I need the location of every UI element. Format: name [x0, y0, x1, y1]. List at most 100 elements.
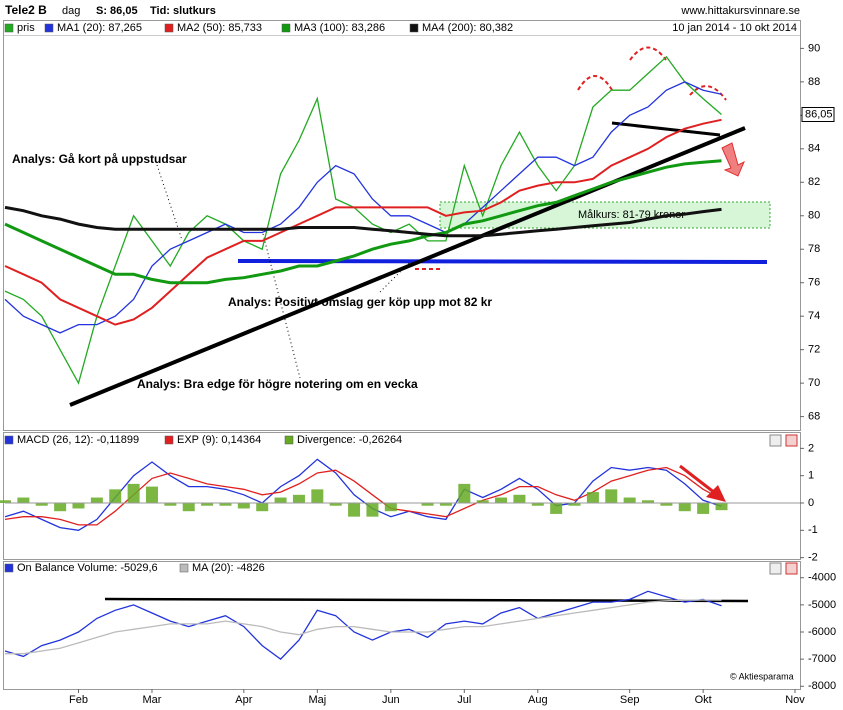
x-tick-label: Apr — [235, 694, 252, 706]
series-line — [4, 55, 722, 385]
divergence-bar — [642, 500, 655, 503]
y-tick-label: 84 — [808, 143, 820, 155]
price-label: 86,05 — [805, 108, 833, 120]
divergence-bar — [72, 503, 85, 509]
divergence-bar — [182, 503, 195, 512]
divergence-bar — [311, 489, 324, 503]
panel-frame — [3, 561, 801, 690]
legend-swatch — [284, 435, 294, 445]
y-tick-label: 80 — [808, 210, 820, 222]
legend-swatch — [164, 435, 174, 445]
annotation: Analys: Bra edge för högre notering om e… — [137, 377, 418, 391]
y-tick-label: 0 — [808, 497, 814, 509]
x-tick-label: Sep — [620, 694, 640, 706]
legend-label: EXP (9): 0,14364 — [177, 434, 261, 446]
y-tick-label: -1 — [808, 524, 818, 536]
legend-swatch — [4, 23, 14, 33]
divergence-bar — [164, 503, 177, 506]
legend-label: MA2 (50): 85,733 — [177, 22, 262, 34]
legend-swatch — [409, 23, 419, 33]
obv-line — [104, 597, 749, 603]
close-icon[interactable] — [785, 562, 798, 575]
x-tick-label: Feb — [69, 694, 88, 706]
divergence-bar — [329, 503, 342, 506]
legend-swatch — [281, 23, 291, 33]
close-icon[interactable] — [785, 434, 798, 447]
divergence-bar — [697, 503, 710, 514]
x-tick-label: Maj — [308, 694, 326, 706]
y-tick-label: 2 — [808, 442, 814, 454]
legend-label: MA1 (20): 87,265 — [57, 22, 142, 34]
legend-swatch — [4, 563, 14, 573]
annotation: Analys: Gå kort på uppstudsar — [12, 152, 187, 166]
series-line — [4, 81, 722, 334]
y-tick-label: -7000 — [808, 653, 836, 665]
y-tick-label: 82 — [808, 176, 820, 188]
legend-label: On Balance Volume: -5029,6 — [17, 562, 158, 574]
y-tick-label: 68 — [808, 411, 820, 423]
y-tick-label: 74 — [808, 310, 820, 322]
divergence-bar — [17, 497, 30, 503]
leader-line — [261, 229, 301, 379]
support-line — [237, 259, 768, 264]
y-tick-label: -4000 — [808, 572, 836, 584]
legend-label: MA4 (200): 80,382 — [422, 22, 513, 34]
y-tick-label: 1 — [808, 470, 814, 482]
legend-label: pris — [17, 22, 35, 34]
divergence-bar — [237, 503, 250, 509]
panel-frame — [3, 432, 801, 560]
date-range: 10 jan 2014 - 10 okt 2014 — [672, 22, 797, 34]
legend-swatch — [179, 563, 189, 573]
divergence-bar — [145, 486, 158, 503]
legend-label: MA3 (100): 83,286 — [294, 22, 385, 34]
neckline — [611, 121, 721, 137]
ticker: Tele2 B — [5, 3, 47, 17]
divergence-bar — [660, 503, 673, 506]
divergence-bar — [127, 483, 140, 503]
arrow-head — [706, 485, 726, 502]
y-tick-label: -6000 — [808, 626, 836, 638]
y-tick-label: -5000 — [808, 599, 836, 611]
divergence-bar — [348, 503, 361, 517]
x-tick-label: Jun — [382, 694, 400, 706]
divergence-bar — [54, 503, 67, 512]
divergence-bar — [623, 497, 636, 503]
divergence-bar — [421, 503, 434, 506]
arrow — [679, 464, 716, 495]
y-tick-label: 76 — [808, 277, 820, 289]
divergence-bar — [513, 494, 526, 503]
divergence-bar — [292, 494, 305, 503]
divergence-bar — [458, 483, 471, 503]
legend-swatch — [164, 23, 174, 33]
series-line — [4, 458, 722, 531]
divergence-bar — [586, 492, 599, 503]
y-tick-label: -8000 — [808, 680, 836, 692]
x-tick-label: Aug — [528, 694, 548, 706]
x-tick-label: Okt — [695, 694, 712, 706]
annotation: Analys: Positivt omslag ger köp upp mot … — [228, 295, 492, 309]
divergence-bar — [531, 503, 544, 506]
y-tick-label: -2 — [808, 552, 818, 564]
divergence-bar — [568, 503, 581, 506]
settings-icon[interactable] — [769, 434, 782, 447]
last-price: S: 86,05 — [96, 5, 138, 17]
series-line — [4, 590, 722, 660]
period: dag — [62, 5, 80, 17]
divergence-bar — [366, 503, 379, 517]
divergence-bar — [605, 489, 618, 503]
legend-label: MACD (26, 12): -0,11899 — [17, 434, 139, 446]
series-line — [5, 599, 722, 655]
panel-frame — [3, 20, 801, 431]
time: Tid: slutkurs — [150, 5, 216, 17]
divergence-bar — [439, 503, 452, 506]
divergence-bar — [550, 503, 563, 514]
settings-icon[interactable] — [769, 562, 782, 575]
legend-swatch — [4, 435, 14, 445]
y-tick-label: 90 — [808, 42, 820, 54]
y-tick-label: 88 — [808, 76, 820, 88]
divergence-bar — [219, 503, 232, 506]
divergence-bar — [0, 500, 11, 503]
divergence-bar — [384, 503, 397, 512]
y-tick-label: 70 — [808, 377, 820, 389]
